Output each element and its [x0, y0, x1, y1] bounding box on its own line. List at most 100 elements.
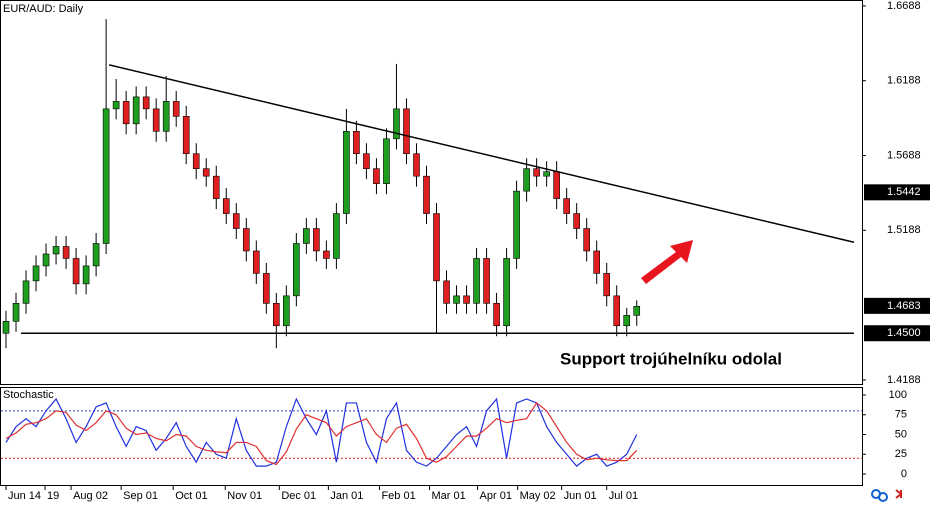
candle-body [152, 108, 160, 132]
candle-body [593, 250, 600, 274]
candle-body [273, 303, 280, 327]
candle-body [112, 101, 120, 110]
candle-body [563, 198, 570, 214]
stoch-tick-label: 0 [901, 468, 907, 480]
nav-icons [871, 489, 903, 502]
candle-body [363, 153, 370, 169]
candle-body [393, 108, 400, 140]
candle-body [543, 171, 550, 177]
candle-body [613, 295, 621, 327]
candle-body [473, 258, 480, 304]
y-tick-label: 1.4188 [887, 374, 921, 386]
candle-body [463, 295, 470, 304]
candle-body [353, 130, 360, 155]
chart-title: EUR/AUD: Daily [3, 3, 84, 15]
candle-body [283, 295, 290, 327]
candle-body [182, 116, 190, 155]
trend-line [108, 64, 855, 244]
candle-body [252, 250, 260, 274]
candle-body [82, 265, 90, 285]
candle-body [553, 171, 560, 199]
candle-body [242, 228, 250, 252]
candle-body [383, 138, 390, 184]
candle-body [303, 228, 310, 244]
x-tick-label: Feb 01 [381, 490, 415, 502]
candle-body [2, 320, 10, 334]
candle-body [142, 96, 150, 110]
x-tick-label: Jan 01 [330, 490, 363, 502]
candle-body [263, 273, 270, 304]
price-label: 1.4500 [887, 327, 921, 339]
candle-body [162, 101, 170, 132]
candle-body [403, 108, 410, 155]
candle-body [513, 190, 520, 259]
candle-body [122, 101, 130, 125]
candle-body [222, 198, 230, 214]
x-tick-label: May 02 [520, 490, 556, 502]
candle-body [12, 303, 20, 322]
candle-body [533, 168, 540, 177]
stoch-panel [0, 387, 863, 486]
x-tick-label: Apr 01 [480, 490, 512, 502]
x-tick-label: Sep 01 [123, 490, 158, 502]
candle-body [523, 168, 530, 192]
candle-body [102, 108, 110, 244]
x-tick-label: Aug 02 [73, 490, 108, 502]
price-label-box [864, 184, 930, 201]
stoch-line [5, 402, 638, 466]
x-tick-label: 19 [47, 490, 59, 502]
candle-body [92, 243, 100, 267]
candle-body [22, 280, 30, 304]
stoch-line [5, 397, 638, 467]
y-tick-label: 1.5688 [887, 149, 921, 161]
stoch-tick-label: 25 [895, 448, 907, 460]
stoch-tick-label: 50 [895, 428, 907, 440]
candle-body [323, 250, 330, 259]
candle-body [72, 258, 80, 285]
candle-body [633, 306, 641, 316]
candle-body [343, 130, 350, 214]
x-tick-label: Jul 01 [609, 490, 638, 502]
y-tick-label: 1.5188 [887, 224, 921, 236]
annotation: Support trojúhelníku odolal [560, 349, 782, 368]
price-panel [0, 0, 863, 385]
candle-body [583, 228, 590, 252]
price-label-box [864, 297, 930, 314]
x-tick-label: Dec 01 [281, 490, 316, 502]
candle-body [202, 168, 210, 177]
candle-body [373, 168, 380, 184]
x-tick-label: Mar 01 [431, 490, 465, 502]
candle-body [573, 213, 580, 229]
candle-body [423, 175, 430, 214]
arrow [641, 240, 693, 284]
candle-body [192, 153, 200, 169]
stoch-title-bg [1, 388, 57, 402]
price-label-box [864, 325, 930, 342]
stoch-title: Stochastic [3, 389, 54, 401]
candle-body [453, 295, 460, 304]
candle-body [443, 280, 450, 304]
candle-body [212, 175, 220, 199]
candle-body [42, 253, 50, 267]
candle-body [623, 314, 631, 327]
stoch-tick-label: 100 [889, 389, 907, 401]
stoch-tick-label: 75 [895, 409, 907, 421]
candle-body [493, 303, 500, 327]
candle-body [132, 96, 140, 125]
candle-body [433, 213, 440, 282]
candle-body [603, 273, 611, 297]
candle-body [62, 246, 70, 259]
candle-body [293, 243, 300, 297]
candle-body [413, 153, 420, 177]
candle-body [333, 213, 340, 259]
candle-body [503, 258, 510, 327]
x-tick-label: Oct 01 [175, 490, 207, 502]
candle-body [52, 246, 60, 255]
candle-body [32, 265, 40, 282]
title-bg [1, 1, 87, 17]
y-tick-label: 1.6688 [887, 0, 921, 12]
candle-body [232, 213, 240, 229]
candle-body [172, 101, 180, 117]
price-label: 1.4683 [887, 300, 921, 312]
